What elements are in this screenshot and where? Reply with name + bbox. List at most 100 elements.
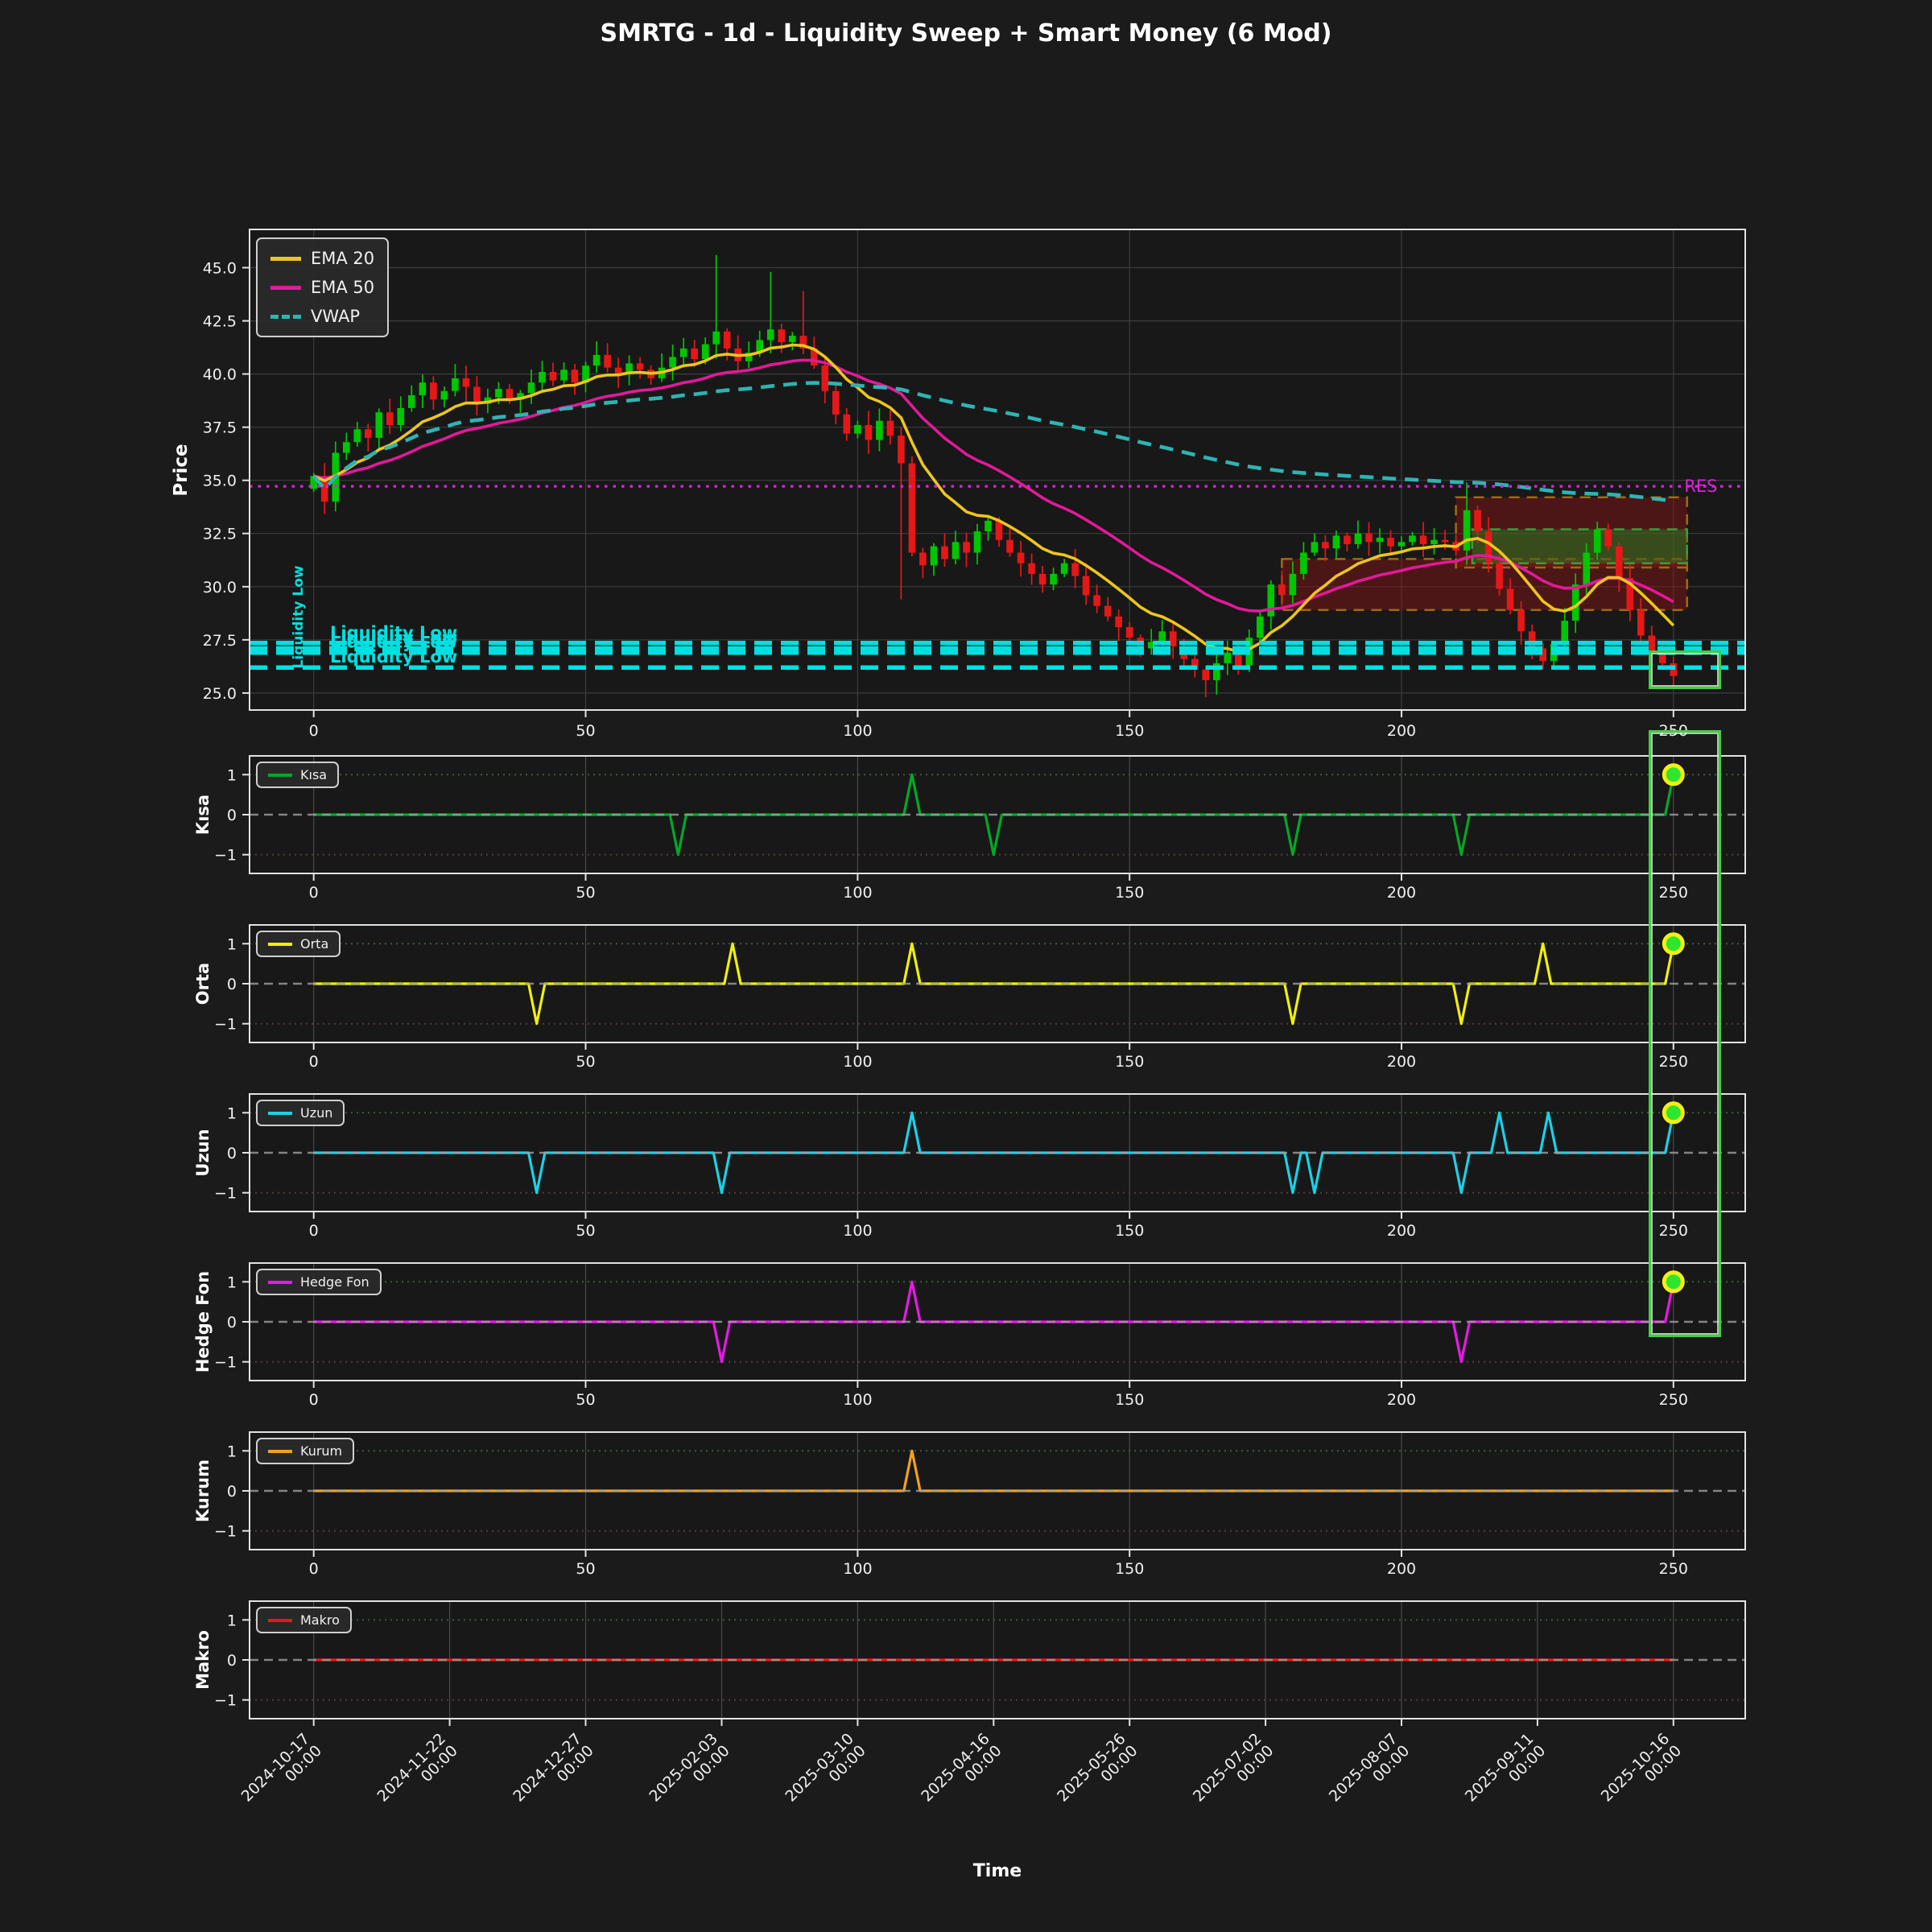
- svg-text:−1: −1: [214, 847, 237, 865]
- svg-text:250: 250: [1659, 1560, 1688, 1578]
- legend-item-ema20: EMA 20: [270, 249, 374, 268]
- svg-text:2025-02-0300:00: 2025-02-0300:00: [646, 1730, 733, 1817]
- kisa-line-swatch: [268, 773, 292, 777]
- svg-text:1: 1: [227, 1104, 237, 1122]
- uzun-axis-label: Uzun: [193, 1129, 213, 1177]
- svg-text:150: 150: [1115, 722, 1144, 740]
- svg-text:100: 100: [843, 1391, 872, 1409]
- kurum-line-swatch: [268, 1449, 292, 1453]
- vwap-line-swatch: [270, 314, 301, 319]
- orta-line-swatch: [268, 942, 292, 946]
- svg-text:0: 0: [227, 1145, 237, 1162]
- hedge-fon-panel-canvas: 0 50 100 150 200 250 1 0 −1: [214, 1262, 1746, 1409]
- svg-text:150: 150: [1115, 1560, 1144, 1578]
- orta-legend: Orta: [256, 931, 341, 957]
- svg-text:200: 200: [1387, 884, 1416, 902]
- svg-text:−1: −1: [214, 1523, 237, 1541]
- svg-text:0: 0: [309, 1560, 319, 1578]
- kisa-legend: Kısa: [256, 762, 340, 788]
- svg-text:2025-05-2600:00: 2025-05-2600:00: [1054, 1730, 1141, 1817]
- svg-text:0: 0: [309, 884, 319, 902]
- svg-text:200: 200: [1387, 1391, 1416, 1409]
- makro-axis-label: Makro: [193, 1630, 213, 1690]
- legend-label: Makro: [300, 1612, 340, 1628]
- svg-text:2025-09-1100:00: 2025-09-1100:00: [1462, 1730, 1549, 1817]
- orta-axis-label: Orta: [193, 962, 213, 1005]
- hedge-fon-axis-label: Hedge Fon: [193, 1270, 213, 1373]
- svg-text:150: 150: [1115, 1391, 1144, 1409]
- svg-text:250: 250: [1659, 722, 1688, 740]
- legend-label: EMA 20: [311, 249, 375, 268]
- legend-label: Kurum: [300, 1443, 343, 1459]
- orta-panel-canvas: 0 50 100 150 200 250 1 0 −1: [214, 924, 1746, 1071]
- uzun-panel-canvas: 0 50 100 150 200 250 1 0 −1: [214, 1093, 1746, 1240]
- svg-text:42.5: 42.5: [203, 313, 237, 331]
- svg-text:0: 0: [309, 1222, 319, 1240]
- svg-text:100: 100: [843, 1560, 872, 1578]
- svg-text:150: 150: [1115, 1222, 1144, 1240]
- svg-text:40.0: 40.0: [203, 366, 237, 384]
- svg-text:100: 100: [843, 722, 872, 740]
- svg-text:0: 0: [309, 1391, 319, 1409]
- svg-text:RES: RES: [1684, 477, 1717, 496]
- svg-text:50: 50: [576, 884, 595, 902]
- svg-text:Liquidity Low: Liquidity Low: [330, 628, 457, 647]
- svg-text:45.0: 45.0: [203, 260, 237, 278]
- chart-title: SMRTG - 1d - Liquidity Sweep + Smart Mon…: [600, 19, 1332, 47]
- legend-label: VWAP: [311, 307, 361, 326]
- svg-text:0: 0: [227, 1483, 237, 1501]
- svg-text:200: 200: [1387, 1053, 1416, 1071]
- makro-line-swatch: [268, 1618, 292, 1622]
- svg-text:250: 250: [1659, 1222, 1688, 1240]
- kurum-panel-canvas: 0 50 100 150 200 250 1 0 −1: [214, 1431, 1746, 1578]
- kurum-axis-label: Kurum: [193, 1459, 213, 1523]
- uzun-legend: Uzun: [256, 1100, 345, 1126]
- svg-text:1: 1: [227, 935, 237, 953]
- svg-text:0: 0: [309, 722, 319, 740]
- svg-text:50: 50: [576, 1560, 595, 1578]
- legend-label: Orta: [300, 936, 329, 952]
- svg-text:50: 50: [576, 722, 595, 740]
- kisa-panel-canvas: 0 50 100 150 200 250 1 0 −1: [214, 755, 1746, 902]
- svg-text:250: 250: [1659, 884, 1688, 902]
- svg-text:100: 100: [843, 1222, 872, 1240]
- svg-text:2024-11-2200:00: 2024-11-2200:00: [374, 1730, 460, 1817]
- svg-text:−1: −1: [214, 1185, 237, 1203]
- svg-text:50: 50: [576, 1222, 595, 1240]
- svg-text:32.5: 32.5: [203, 526, 237, 543]
- svg-text:35.0: 35.0: [203, 473, 237, 490]
- svg-text:250: 250: [1659, 1391, 1688, 1409]
- svg-text:27.5: 27.5: [203, 632, 237, 650]
- svg-text:50: 50: [576, 1053, 595, 1071]
- svg-text:2025-04-1600:00: 2025-04-1600:00: [918, 1730, 1005, 1817]
- svg-text:0: 0: [227, 976, 237, 993]
- svg-text:100: 100: [843, 1053, 872, 1071]
- svg-text:200: 200: [1387, 1222, 1416, 1240]
- legend-label: Hedge Fon: [300, 1274, 369, 1290]
- svg-text:250: 250: [1659, 1053, 1688, 1071]
- svg-text:150: 150: [1115, 884, 1144, 902]
- kurum-legend: Kurum: [256, 1438, 355, 1464]
- svg-text:1: 1: [227, 1274, 237, 1291]
- svg-text:2025-10-1600:00: 2025-10-1600:00: [1598, 1730, 1685, 1817]
- svg-text:1: 1: [227, 1612, 237, 1629]
- svg-text:1: 1: [227, 1443, 237, 1460]
- makro-legend: Makro: [256, 1607, 352, 1633]
- ema50-line-swatch: [270, 285, 301, 290]
- ema20-line-swatch: [270, 256, 301, 261]
- svg-text:2025-03-1000:00: 2025-03-1000:00: [782, 1730, 869, 1817]
- svg-text:−1: −1: [214, 1692, 237, 1710]
- uzun-line-swatch: [268, 1111, 292, 1115]
- main-legend: EMA 20 EMA 50 VWAP: [256, 237, 390, 337]
- svg-text:200: 200: [1387, 1560, 1416, 1578]
- svg-text:−1: −1: [214, 1016, 237, 1034]
- svg-text:2025-07-0200:00: 2025-07-0200:00: [1190, 1730, 1277, 1817]
- hedge-fon-legend: Hedge Fon: [256, 1269, 382, 1295]
- legend-item-ema50: EMA 50: [270, 278, 374, 297]
- svg-text:Liquidity Low: Liquidity Low: [330, 633, 457, 652]
- svg-text:0: 0: [227, 1314, 237, 1331]
- makro-panel-canvas: 2024-10-1700:00 2024-11-2200:00 2024-12-27…: [214, 1600, 1746, 1806]
- legend-label: Kısa: [300, 767, 328, 782]
